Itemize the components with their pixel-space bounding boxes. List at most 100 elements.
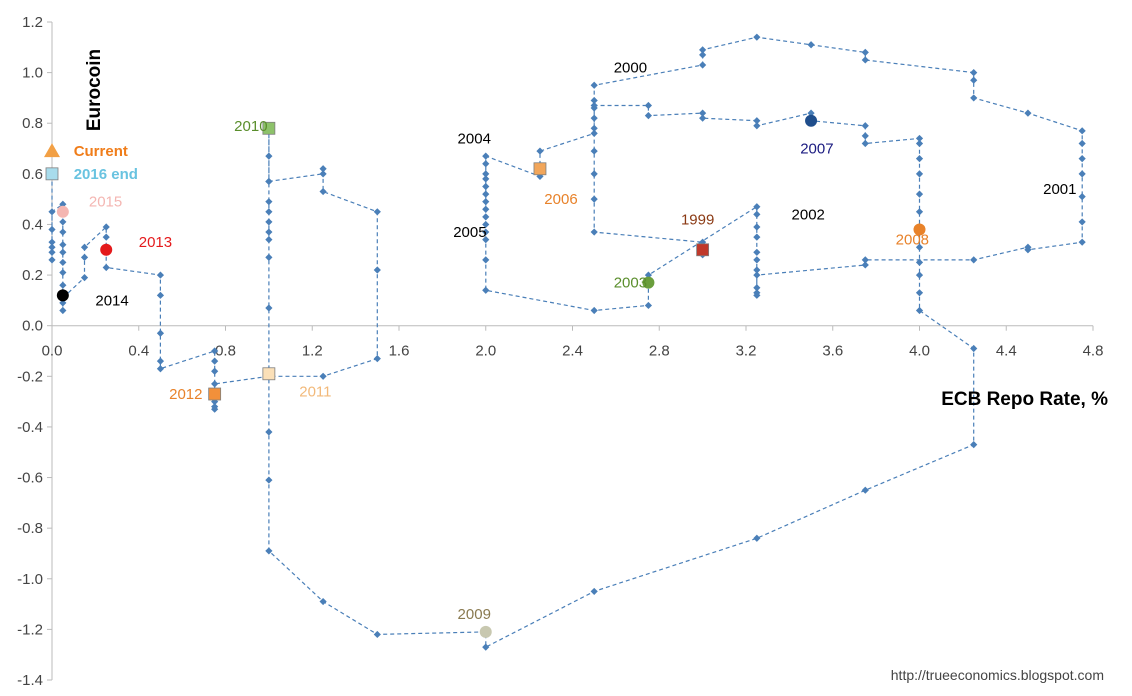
data-point [753,223,761,231]
data-point [482,170,490,178]
y-tick-label: -1.2 [17,621,43,638]
data-point [753,534,761,542]
data-point [482,213,490,221]
year-label-2003: 2003 [614,275,647,292]
y-tick-label: 0.0 [22,318,43,335]
data-point [59,200,67,208]
data-point [1078,155,1086,163]
data-point [970,69,978,77]
data-point [1078,127,1086,135]
y-tick-label: 1.2 [22,14,43,31]
data-point [265,253,273,261]
data-point [482,182,490,191]
x-tick-label: 1.6 [389,343,410,360]
data-point [59,268,67,277]
data-point [861,486,869,494]
data-point [644,271,653,279]
y-tick-label: 0.6 [22,166,43,183]
data-point [753,271,761,279]
data-point [211,367,219,375]
year-label-2000: 2000 [614,60,647,77]
highlight-marker-2015 [56,205,69,218]
year-label-2002: 2002 [792,206,825,223]
x-tick-label: 4.4 [996,343,1017,360]
data-point [48,238,56,246]
data-point [156,291,165,299]
data-point [970,94,978,102]
data-point [80,243,89,251]
data-point [861,56,869,64]
data-point [699,61,707,69]
highlight-marker-Current [44,143,60,158]
y-tick-label: 0.8 [22,115,43,132]
data-point [590,129,598,137]
data-point [59,281,67,289]
data-point [211,380,219,388]
y-tick-label: -1.0 [17,571,43,588]
highlight-marker-2012 [208,387,222,401]
data-point [156,357,165,365]
year-label-2012: 2012 [169,386,202,403]
data-point [211,405,219,413]
y-axis-label: Eurocoin [84,49,105,131]
x-tick-labels: 0.0 0.4 0.8 1.2 1.6 2.0 2.4 2.8 3.2 3.6 4.0 4.4 4.8 [42,325,1103,360]
data-point [915,155,924,163]
x-tick-label: 3.2 [736,343,757,360]
highlight-marker-2007 [805,114,818,127]
y-tick-label: -1.4 [17,672,43,689]
x-tick-label: 4.0 [909,343,930,360]
data-point [211,347,219,355]
data-point [915,170,924,178]
data-point [319,165,327,173]
highlight-marker-2013 [100,243,113,256]
data-point [156,365,165,373]
data-point [644,112,653,120]
data-point [373,208,381,216]
y-tick-label: -0.4 [17,419,43,436]
data-point [915,190,924,198]
y-tick-label: -0.2 [17,368,43,385]
data-point [102,223,110,231]
data-point [59,248,67,256]
data-point [482,190,490,198]
data-point [265,228,273,236]
data-point [644,301,653,310]
y-tick-label: 0.2 [22,267,43,284]
data-point [482,152,490,160]
x-tick-label: 1.2 [302,343,323,360]
x-tick-label: 3.6 [822,343,843,360]
data-point [48,256,56,264]
y-tick-label: -0.8 [17,520,43,537]
highlight-marker-2006 [533,162,547,176]
x-tick-label: 2.8 [649,343,670,360]
data-point [211,398,219,406]
data-point [915,139,924,148]
data-point [482,643,490,651]
data-point [861,256,869,264]
data-point [59,258,67,267]
data-point [265,218,273,226]
data-point [156,271,165,279]
data-point [861,132,869,140]
data-point [699,114,707,122]
year-label-2011: 2011 [299,383,331,400]
data-point [753,233,761,241]
year-label-2013: 2013 [139,234,172,251]
highlight-marker-2014 [56,289,69,302]
year-label-2014: 2014 [95,292,128,309]
data-point [590,147,598,155]
year-label-2010: 2010 [234,118,267,135]
highlight-marker-1999 [696,243,710,257]
data-point [970,76,978,84]
data-point [80,274,89,282]
data-point [102,233,110,241]
data-point [861,261,869,269]
data-point [699,109,707,117]
x-tick-label: 0.4 [128,343,149,360]
data-point [482,286,490,294]
data-point [970,256,978,264]
data-point [1078,218,1086,226]
data-point [753,284,761,292]
highlight-marker-2011 [262,367,276,381]
year-label-2016-end: 2016 end [74,166,138,183]
